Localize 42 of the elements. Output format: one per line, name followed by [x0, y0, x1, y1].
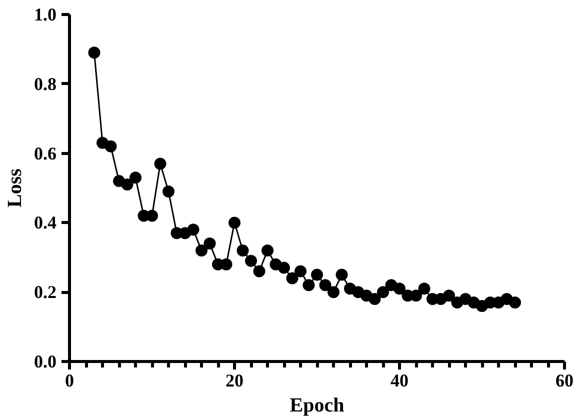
y-tick-label: 1.0 [34, 4, 56, 24]
y-tick-label: 0.0 [34, 352, 56, 372]
point [262, 244, 274, 256]
x-axis-title: Epoch [290, 394, 344, 416]
point [509, 296, 521, 308]
point [154, 158, 166, 170]
point [204, 238, 216, 250]
point [187, 224, 200, 236]
y-tick-label: 0.4 [34, 212, 56, 233]
point [410, 290, 422, 302]
point [319, 279, 332, 292]
point [130, 172, 142, 184]
point [294, 265, 306, 278]
y-tick-label: 0.2 [34, 282, 56, 302]
point [236, 244, 249, 256]
point [311, 268, 323, 281]
x-tick-label: 20 [226, 370, 244, 390]
point [443, 290, 455, 302]
x-tick-label: 60 [556, 370, 574, 390]
point [336, 268, 348, 281]
point [104, 140, 117, 152]
point [286, 272, 298, 284]
point [328, 286, 340, 298]
y-axis-title: Loss [4, 168, 26, 208]
point [196, 244, 208, 256]
x-tick-label: 0 [65, 370, 74, 390]
point [394, 282, 406, 295]
point [146, 210, 158, 222]
point [278, 262, 290, 274]
y-tick-label: 0.8 [34, 74, 56, 94]
point [121, 178, 134, 191]
point [88, 46, 100, 59]
point [228, 216, 240, 229]
point [162, 185, 174, 198]
point [377, 286, 389, 298]
point [302, 279, 315, 292]
point [245, 254, 257, 267]
x-tick-label: 40 [390, 370, 408, 390]
point [418, 282, 430, 295]
point [368, 293, 381, 306]
y-tick-label: 0.6 [34, 143, 56, 164]
point [253, 265, 266, 278]
